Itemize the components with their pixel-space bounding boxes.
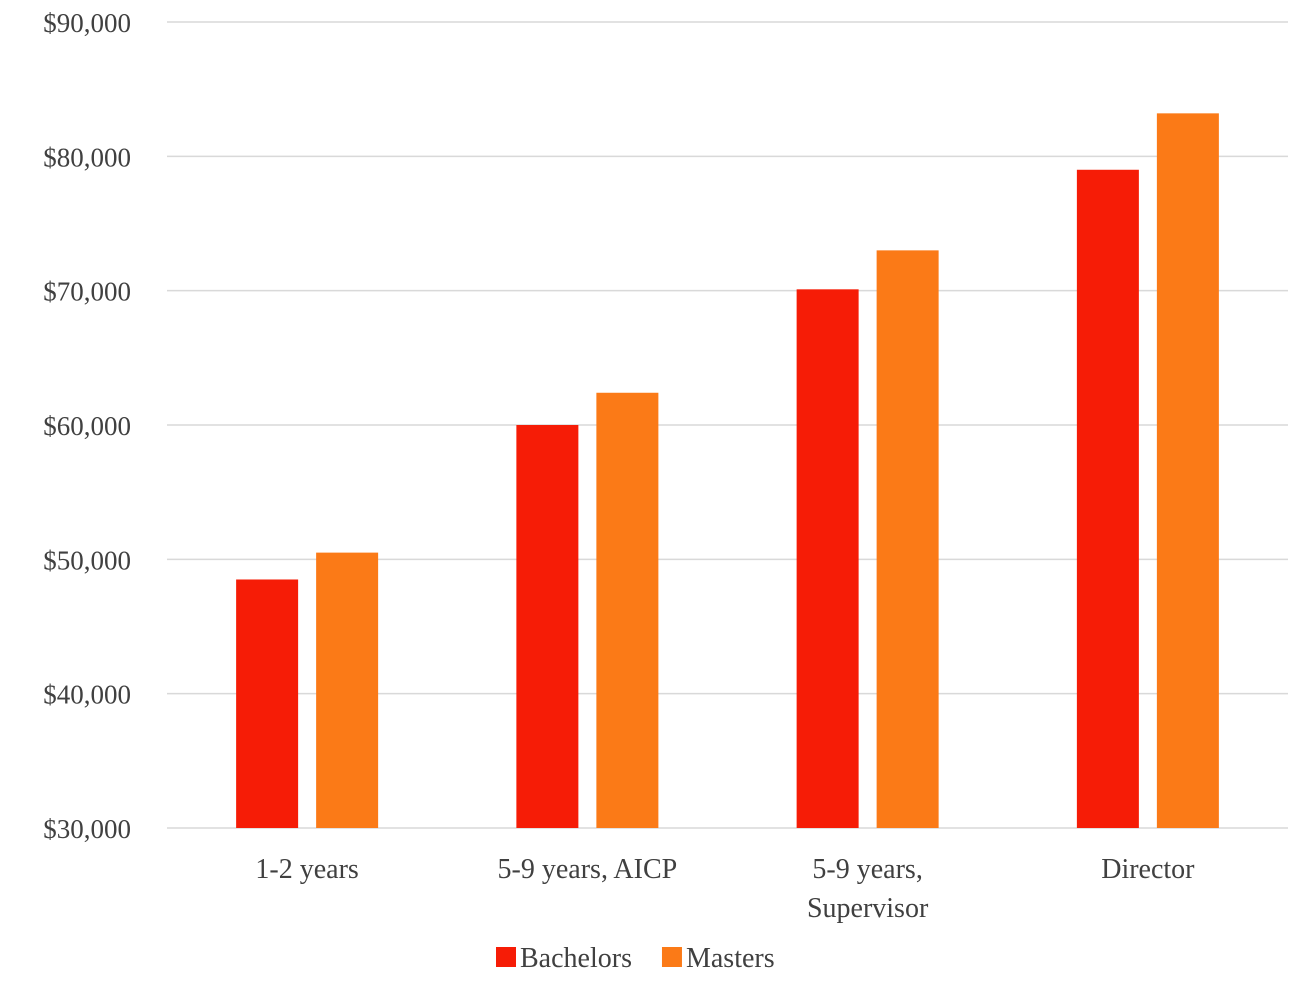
bar-bachelors-3[interactable]	[1076, 169, 1139, 828]
y-tick-label: $40,000	[43, 680, 131, 710]
x-axis-category-labels: 1-2 years 5-9 years, AICP 5-9 years, Superv…	[255, 854, 1195, 924]
legend-swatch-masters	[661, 947, 682, 967]
bars	[236, 113, 1219, 828]
x-category-label: 5-9 years,	[812, 854, 922, 885]
bar-bachelors-1[interactable]	[516, 425, 579, 828]
x-category-label: 1-2 years	[255, 854, 358, 885]
legend[interactable]: Bachelors Masters	[496, 943, 775, 974]
y-tick-label: $70,000	[43, 277, 131, 307]
x-category-label: 5-9 years, AICP	[498, 854, 678, 885]
y-tick-label: $60,000	[43, 411, 131, 441]
x-category-label: Supervisor	[807, 893, 929, 924]
y-tick-label: $90,000	[43, 8, 131, 38]
bar-bachelors-2[interactable]	[796, 289, 859, 828]
legend-label-bachelors: Bachelors	[520, 943, 632, 974]
legend-swatch-bachelors	[496, 947, 516, 967]
y-tick-label: $30,000	[43, 814, 131, 844]
bar-masters-2[interactable]	[876, 250, 939, 828]
bar-masters-3[interactable]	[1156, 113, 1219, 828]
legend-label-masters: Masters	[686, 943, 775, 974]
y-axis-tick-labels: $30,000 $40,000 $50,000 $60,000 $70,000 $80,0…	[43, 8, 131, 844]
y-tick-label: $80,000	[43, 142, 131, 172]
y-tick-label: $50,000	[43, 545, 131, 575]
bar-bachelors-0[interactable]	[236, 579, 299, 828]
x-category-label: Director	[1101, 854, 1195, 885]
bar-masters-0[interactable]	[316, 552, 379, 828]
bar-masters-1[interactable]	[596, 392, 659, 828]
